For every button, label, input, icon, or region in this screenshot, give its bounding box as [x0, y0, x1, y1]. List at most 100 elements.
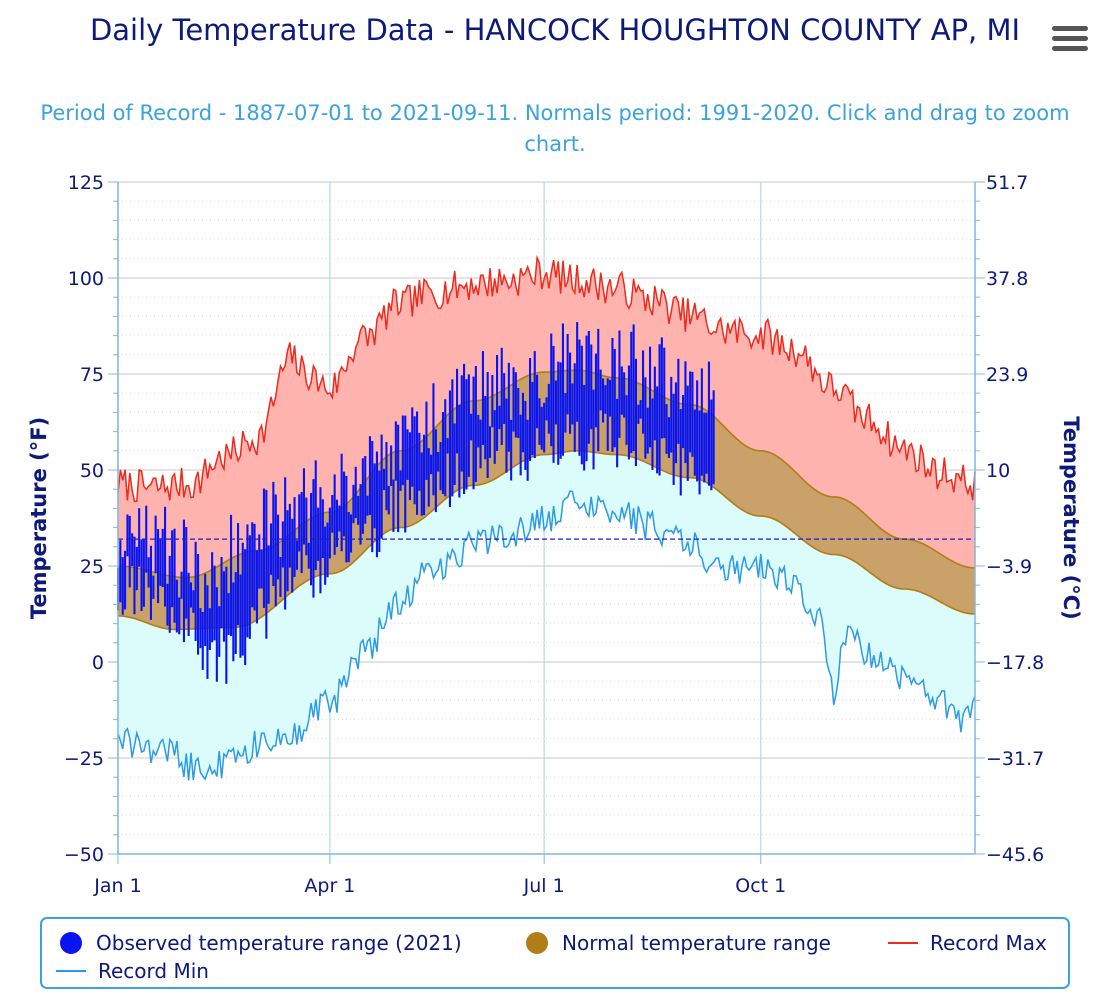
observed-bar	[175, 579, 178, 633]
observed-bar	[295, 540, 298, 570]
observed-bar	[168, 555, 171, 633]
record-max-line	[117, 254, 976, 503]
observed-bar	[324, 526, 327, 585]
observed-bar	[300, 492, 303, 573]
temperature-chart[interactable]: −50 −25 0 25 50 75 100 125 −45.6 −31.7 −17.8 −3.9 10…	[0, 0, 1108, 905]
observed-bar	[124, 550, 127, 610]
observed-bar	[404, 415, 407, 533]
observed-bar	[594, 353, 597, 428]
observed-bar	[126, 514, 129, 557]
observed-bar	[458, 404, 461, 498]
observed-bar	[284, 477, 287, 610]
observed-bar	[430, 454, 433, 475]
observed-bar	[408, 432, 411, 501]
observed-bar	[133, 536, 136, 615]
observed-bar	[672, 393, 675, 485]
observed-bar	[531, 381, 534, 456]
observed-bar	[171, 530, 174, 608]
y-right-axis-title: Temperature (°C)	[1059, 416, 1083, 619]
observed-bar	[474, 366, 477, 482]
observed-bar	[357, 495, 360, 525]
observed-bar	[550, 333, 553, 447]
observed-bar	[616, 398, 619, 468]
observed-bar	[500, 347, 503, 445]
observed-bar	[189, 582, 192, 608]
observed-bar	[651, 398, 654, 470]
observed-bar	[491, 374, 494, 428]
legend-normal-dot	[526, 932, 548, 954]
observed-bar	[496, 355, 499, 451]
observed-bar	[524, 400, 527, 470]
observed-bar	[423, 434, 426, 515]
observed-bar	[674, 382, 677, 464]
observed-bar	[317, 507, 320, 561]
observed-bar	[225, 566, 228, 684]
record-min-line	[117, 490, 976, 781]
legend-record-min-line	[56, 970, 86, 972]
observed-bar	[498, 405, 501, 430]
observed-bar	[536, 374, 539, 429]
observed-bar	[371, 441, 374, 553]
observed-bar	[514, 372, 517, 438]
observed-bar	[689, 371, 692, 453]
hamburger-menu-icon[interactable]	[1052, 26, 1088, 58]
observed-bar	[620, 366, 623, 415]
observed-bar	[197, 554, 200, 655]
observed-bar	[465, 379, 468, 490]
legend-observed[interactable]: Observed temperature range (2021)	[60, 931, 462, 955]
observed-bar	[705, 412, 708, 474]
observed-bar	[533, 351, 536, 458]
observed-bar	[564, 393, 567, 433]
observed-bar	[505, 398, 508, 473]
observed-bar	[220, 557, 223, 629]
observed-bar	[246, 524, 249, 638]
observed-bar	[453, 423, 456, 485]
legend-record-min[interactable]: Record Min	[56, 959, 209, 983]
observed-bar	[700, 368, 703, 476]
observed-bar	[361, 458, 364, 534]
observed-bar	[333, 474, 336, 555]
legend-record-max-line	[888, 942, 918, 944]
observed-bar	[154, 515, 157, 573]
observed-bar	[637, 404, 640, 424]
observed-bar	[204, 573, 207, 647]
observed-bar	[463, 363, 466, 494]
observed-bar	[131, 533, 134, 566]
y-right-tick-label: 51.7	[986, 172, 1028, 194]
observed-bar	[399, 470, 402, 491]
observed-bar	[293, 497, 296, 577]
observed-bar	[232, 582, 235, 662]
observed-bar	[215, 587, 218, 682]
observed-bar	[451, 379, 454, 497]
observed-bar	[613, 349, 616, 448]
legend-normal[interactable]: Normal temperature range	[526, 931, 831, 955]
observed-bar	[679, 409, 682, 496]
observed-bar	[470, 413, 473, 441]
observed-bar	[265, 489, 268, 639]
y-left-axis-title: Temperature (°F)	[27, 417, 51, 619]
observed-bar	[540, 406, 543, 450]
observed-bar	[521, 392, 524, 453]
legend-record-max[interactable]: Record Max	[888, 931, 1047, 955]
observed-bar	[255, 550, 258, 624]
observed-bar	[686, 385, 689, 481]
observed-bar	[602, 378, 605, 423]
observed-bar	[262, 488, 265, 608]
legend: Observed temperature range (2021) Normal…	[40, 917, 1070, 989]
observed-bar	[135, 546, 138, 591]
normal-range-area	[118, 370, 975, 630]
observed-bar	[512, 367, 515, 432]
y-right-tick-label: −31.7	[986, 748, 1044, 770]
chart-title: Daily Temperature Data - HANCOCK HOUGHTO…	[89, 13, 1021, 47]
x-tick-label: Apr 1	[304, 875, 355, 897]
observed-bar	[481, 351, 484, 445]
observed-bar	[425, 401, 428, 480]
observed-bar	[606, 378, 609, 451]
observed-bar	[222, 571, 225, 642]
observed-bar	[418, 432, 421, 491]
observed-bar	[625, 395, 628, 445]
observed-bar	[646, 407, 649, 454]
observed-bar	[653, 366, 656, 441]
observed-bar	[173, 528, 176, 623]
observed-bar	[345, 475, 348, 563]
